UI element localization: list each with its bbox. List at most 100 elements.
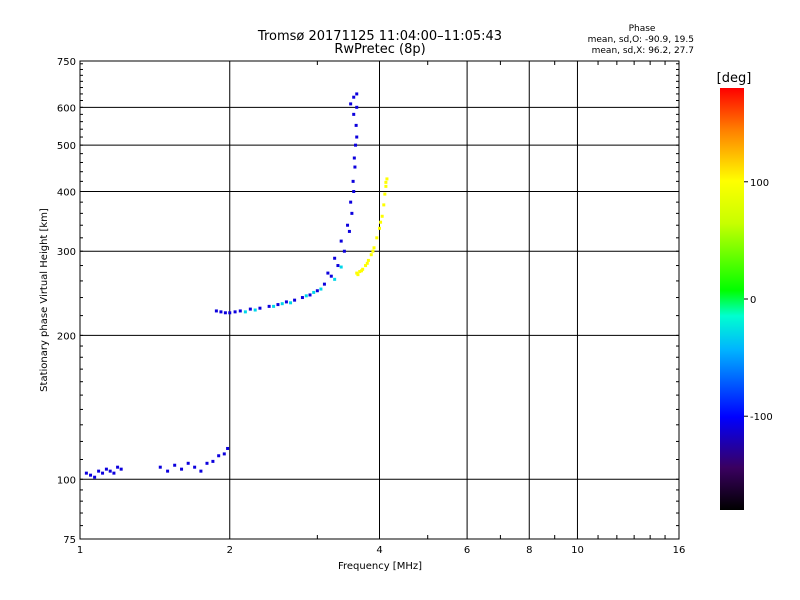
- data-point: [222, 452, 226, 456]
- data-point: [352, 156, 356, 160]
- data-point: [365, 261, 369, 265]
- data-point: [312, 290, 316, 294]
- data-point: [329, 274, 333, 278]
- data-point: [116, 465, 120, 469]
- x-tick-label: 1: [77, 545, 83, 556]
- data-point: [276, 303, 280, 307]
- data-point: [258, 306, 262, 310]
- data-point: [342, 249, 346, 253]
- data-point: [180, 467, 184, 471]
- data-point: [243, 310, 247, 314]
- data-point: [359, 269, 363, 273]
- data-point: [379, 220, 383, 224]
- data-point: [319, 287, 323, 291]
- data-point: [104, 467, 108, 471]
- x-tick-label: 10: [571, 545, 584, 556]
- phase-title: Phase: [629, 24, 656, 34]
- data-point: [238, 309, 242, 313]
- data-point: [173, 463, 177, 467]
- data-point: [339, 265, 343, 269]
- phase-stats-x: mean, sd,X: 96.2, 27.7: [592, 46, 694, 56]
- x-axis-label: Frequency [MHz]: [338, 561, 422, 572]
- data-point: [199, 469, 203, 473]
- data-point: [211, 459, 215, 463]
- data-point: [326, 271, 330, 275]
- data-point: [349, 200, 353, 204]
- data-point: [322, 282, 326, 286]
- data-point: [93, 475, 97, 479]
- data-point: [356, 273, 360, 277]
- x-tick-label: 4: [376, 545, 382, 556]
- data-point: [358, 270, 362, 274]
- data-point: [333, 256, 337, 260]
- data-point: [89, 473, 93, 477]
- chart-subtitle: RwPretec (8p): [334, 42, 425, 57]
- y-tick-label: 400: [57, 187, 76, 198]
- data-point: [378, 226, 381, 230]
- data-point: [108, 469, 112, 473]
- data-point: [217, 454, 221, 458]
- y-tick-label: 100: [57, 475, 76, 486]
- data-point: [361, 267, 365, 271]
- data-point: [223, 311, 227, 315]
- data-point: [272, 304, 276, 308]
- data-point: [186, 461, 190, 465]
- data-point: [333, 277, 337, 281]
- data-point: [304, 294, 308, 298]
- data-point: [375, 236, 379, 240]
- data-point: [214, 309, 218, 313]
- colorbar-tick-label: -100: [750, 412, 773, 423]
- data-point: [84, 471, 88, 475]
- x-tick-label: 6: [464, 545, 470, 556]
- data-point: [355, 271, 359, 275]
- data-point: [219, 310, 223, 314]
- y-tick-label: 600: [57, 103, 76, 114]
- colorbar-ticks: 100 0 -100: [744, 178, 773, 423]
- data-point: [193, 465, 197, 469]
- data-point: [293, 298, 297, 302]
- grid-lines: [80, 61, 679, 539]
- data-point: [346, 223, 350, 227]
- data-point: [315, 289, 319, 293]
- data-point: [355, 92, 359, 96]
- colorbar: [720, 88, 744, 510]
- data-point: [233, 310, 237, 314]
- data-point: [119, 467, 123, 471]
- data-point: [372, 246, 376, 250]
- data-point: [280, 302, 284, 306]
- data-point: [166, 469, 170, 473]
- data-point: [353, 165, 357, 169]
- data-point: [289, 301, 293, 305]
- data-point: [385, 177, 389, 181]
- data-point: [97, 469, 101, 473]
- plot-frame: [79, 60, 680, 540]
- data-point: [347, 229, 351, 233]
- data-point: [354, 123, 358, 127]
- data-point: [205, 461, 209, 465]
- data-point: [339, 239, 343, 243]
- data-point: [384, 180, 388, 184]
- data-point: [382, 203, 386, 207]
- data-point: [351, 179, 355, 183]
- data-point: [336, 264, 340, 268]
- data-point: [248, 307, 252, 311]
- data-point: [369, 253, 373, 257]
- y-tick-label: 750: [57, 57, 76, 68]
- data-point: [349, 102, 353, 106]
- data-point: [226, 446, 230, 450]
- data-point: [364, 264, 368, 268]
- y-tick-label: 200: [57, 331, 76, 342]
- data-point: [383, 192, 387, 196]
- x-tick-label: 8: [526, 545, 532, 556]
- x-tick-label: 2: [227, 545, 233, 556]
- data-point: [267, 304, 271, 308]
- data-point: [350, 211, 354, 215]
- y-tick-label: 500: [57, 141, 76, 152]
- data-point: [366, 258, 370, 262]
- y-tick-label: 75: [63, 535, 76, 546]
- data-point: [380, 214, 384, 218]
- data-point: [101, 471, 105, 475]
- data-point: [228, 311, 232, 315]
- y-axis-label: Stationary phase Virtual Height [km]: [39, 208, 50, 392]
